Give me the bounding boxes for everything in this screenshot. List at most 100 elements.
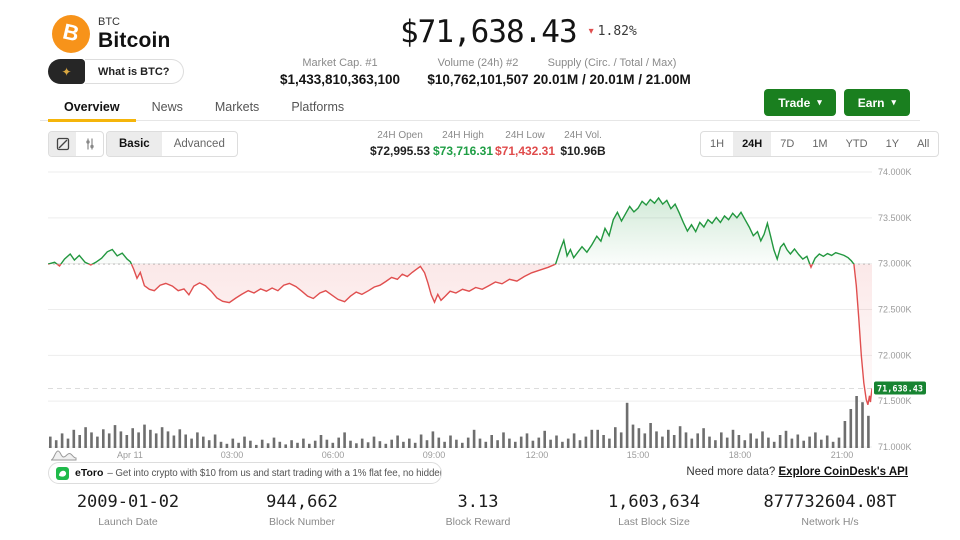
stat-value: $1,433,810,363,100 (279, 72, 401, 87)
range-7d-button[interactable]: 7D (780, 138, 795, 150)
volume-bar (602, 435, 605, 448)
range-24h-button[interactable]: 24H (733, 132, 772, 156)
price-chart[interactable]: 74.000K 73.500K 73.000K 72.500K 72.000K 71.50… (48, 158, 928, 462)
tab-markets[interactable]: Markets (214, 99, 260, 114)
volume-bar (413, 442, 417, 448)
volume-bar (731, 429, 735, 448)
volume-bar (443, 441, 446, 448)
area-fill-up (48, 198, 872, 265)
volume-bar (54, 440, 58, 448)
footer-stat: 944,662 Block Number (207, 492, 397, 528)
price-line-down (48, 264, 872, 406)
volume-bar (84, 427, 87, 448)
line-chart-icon (56, 137, 69, 151)
stat-value: 877732604.08T (763, 492, 897, 512)
volume-bar (619, 432, 623, 448)
volume-bar (337, 437, 340, 448)
down-arrow-icon: ▾ (588, 26, 594, 37)
volume-bar (390, 439, 393, 448)
volume-bar (696, 433, 699, 448)
x-axis-label: 03:00 (221, 450, 244, 460)
volume-bar (578, 440, 582, 448)
stat-label: Network H/s (801, 516, 859, 528)
range-1m-button[interactable]: 1M (812, 138, 828, 150)
etoro-ad-banner[interactable]: eToro – Get into crypto with $10 from us… (48, 462, 442, 484)
last-price-badge-text: 71,638.43 (877, 384, 923, 394)
tab-platforms[interactable]: Platforms (291, 99, 345, 114)
volume-bar (119, 431, 123, 448)
volume-bar (284, 444, 287, 448)
volume-bar (190, 438, 193, 448)
chevron-down-icon: ▾ (891, 97, 896, 107)
stat-value: $10,762,101,507 (427, 72, 529, 87)
header-stat: Supply (Circ. / Total / Max) 20.01M / 20.… (527, 57, 697, 87)
volume-bar (708, 436, 711, 448)
range-all-button[interactable]: All (917, 138, 930, 150)
tab-news[interactable]: News (151, 99, 183, 114)
volume-bar (714, 440, 717, 448)
volume-bar (72, 429, 76, 448)
volume-bar (231, 438, 235, 448)
current-price: $71,638.43 (400, 14, 578, 50)
range-ytd-button[interactable]: YTD (845, 138, 868, 150)
earn-button[interactable]: Earn ▾ (843, 89, 910, 116)
volume-bar (137, 432, 140, 448)
volume-bar (131, 428, 134, 448)
volume-bar (419, 434, 423, 448)
what-is-btc-label: What is BTC? (85, 59, 184, 84)
button-label: Earn (857, 95, 885, 110)
volume-bar (614, 427, 617, 448)
volume-bar (572, 433, 576, 448)
ohlc-stat: 24H Open $72,995.53 (355, 130, 445, 158)
volume-bar (684, 432, 688, 448)
volume-bar (255, 444, 258, 448)
volume-bar (143, 424, 146, 448)
volume-bar (849, 409, 853, 448)
volume-bar (808, 436, 811, 448)
volume-bar (313, 440, 317, 448)
range-1y-button[interactable]: 1Y (885, 138, 900, 150)
volume-bar (737, 435, 741, 448)
volume-bar (49, 436, 52, 448)
volume-bar (502, 432, 505, 448)
volume-bar (366, 442, 370, 448)
volume-bar (290, 440, 293, 448)
volume-bar (378, 441, 382, 448)
candlestick-toggle[interactable] (76, 132, 103, 156)
volume-bar (825, 435, 829, 448)
volume-bar (720, 432, 723, 448)
volume-bar (525, 433, 529, 448)
range-1h-button[interactable]: 1H (710, 138, 725, 150)
volume-bar (790, 438, 794, 448)
coin-symbol: BTC (98, 16, 120, 28)
volume-bar (319, 435, 323, 448)
price-block: $71,638.43 ▾ 1.82% (400, 14, 637, 50)
what-is-btc-button[interactable]: ✦ What is BTC? (48, 59, 184, 84)
sparkle-icon: ✦ (48, 59, 85, 84)
mode-basic-button[interactable]: Basic (107, 132, 162, 156)
line-chart-toggle[interactable] (49, 132, 76, 156)
volume-bar (755, 438, 758, 448)
tab-overview[interactable]: Overview (48, 92, 136, 122)
volume-bar (561, 441, 564, 448)
volume-bar (537, 437, 541, 448)
mode-advanced-button[interactable]: Advanced (173, 138, 225, 150)
volume-bar (225, 443, 229, 448)
volume-bar (543, 430, 546, 448)
banner-text: – Get into crypto with $10 from us and s… (107, 467, 441, 479)
y-axis-label: 74.000K (878, 167, 912, 177)
volume-bar (661, 436, 664, 448)
explore-api-link[interactable]: Explore CoinDesk's API (778, 466, 909, 478)
stat-label: Market Cap. #1 (302, 57, 378, 69)
volume-bar (402, 441, 405, 448)
trade-button[interactable]: Trade ▾ (764, 89, 836, 116)
volume-bar (496, 440, 499, 448)
volume-bar (667, 429, 670, 448)
volume-bar (490, 435, 493, 448)
stat-value: $72,995.53 (369, 144, 431, 158)
volume-bar (207, 440, 211, 448)
volume-bar (455, 439, 458, 448)
x-axis-label: 15:00 (627, 450, 650, 460)
volume-bar (296, 442, 299, 448)
